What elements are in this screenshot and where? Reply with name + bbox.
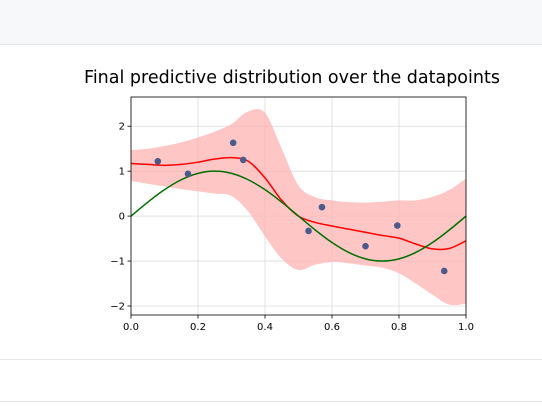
x-tick-label: 1.0 xyxy=(458,322,474,333)
chart: Final predictive distribution over the d… xyxy=(84,68,500,333)
data-point xyxy=(440,267,448,275)
x-tick-label: 0.4 xyxy=(257,322,273,333)
lines-layer xyxy=(131,156,466,262)
y-tick-label: 0 xyxy=(119,212,125,223)
data-point xyxy=(239,156,247,164)
uncertainty-band xyxy=(131,108,466,306)
data-point xyxy=(362,242,369,250)
true-function-line xyxy=(131,170,466,262)
header-bar xyxy=(0,0,542,45)
uncertainty-band-layer xyxy=(131,108,466,306)
x-tick-label: 0.0 xyxy=(123,322,139,333)
data-point xyxy=(154,157,162,165)
plot-frame xyxy=(130,96,467,316)
ticks-layer: 0.0 0.2 0.4 0.6 0.8 1.0 2 1 0 −1 −2 xyxy=(110,122,474,333)
data-point xyxy=(305,227,312,235)
x-tick-label: 0.8 xyxy=(391,322,407,333)
x-tick-label: 0.2 xyxy=(190,322,206,333)
y-tick-label: 1 xyxy=(119,167,125,178)
data-point xyxy=(318,203,326,211)
data-point xyxy=(229,139,237,147)
y-tick-label: 2 xyxy=(119,122,125,133)
data-point xyxy=(184,170,192,178)
y-tick-label: −1 xyxy=(110,257,125,268)
x-tick-label: 0.6 xyxy=(324,322,340,333)
chart-title: Final predictive distribution over the d… xyxy=(84,68,500,88)
data-point xyxy=(394,222,401,229)
footer-bar xyxy=(0,359,542,407)
y-tick-label: −2 xyxy=(110,302,125,313)
footer-divider xyxy=(0,401,542,402)
points-layer xyxy=(154,139,448,275)
